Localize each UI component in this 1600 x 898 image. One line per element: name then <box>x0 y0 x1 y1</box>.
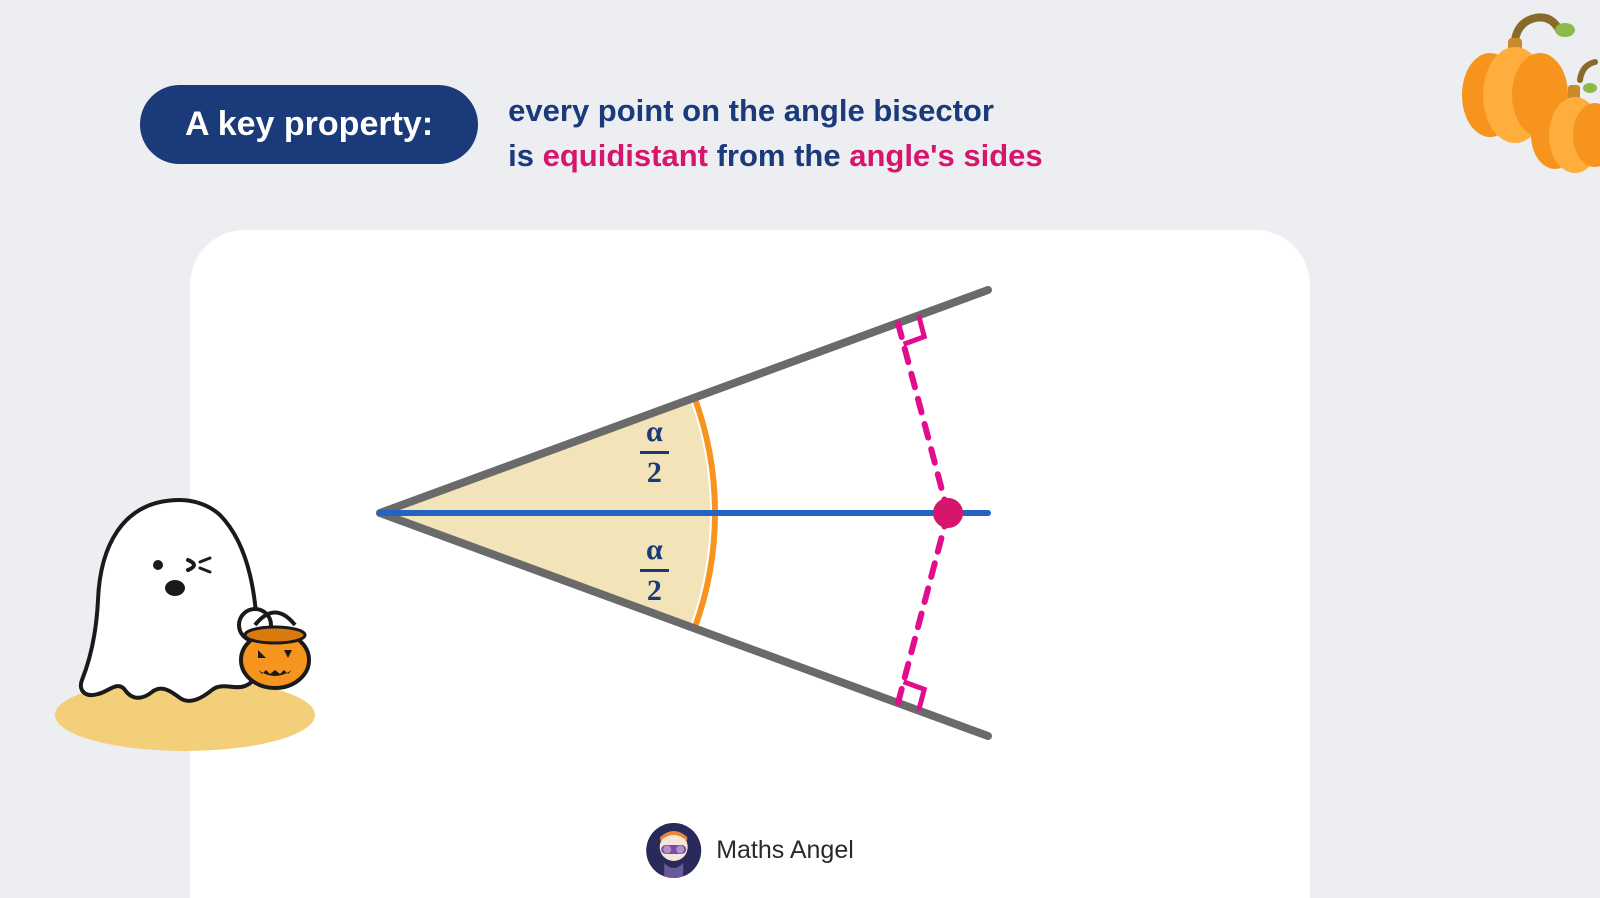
line1: every point on the angle bisector <box>508 93 994 128</box>
line2-mid: from the <box>708 138 849 173</box>
label-upper-num: α <box>640 415 669 454</box>
pumpkin-icon <box>1420 10 1600 180</box>
label-lower-den: 2 <box>640 572 669 608</box>
line2-prefix: is <box>508 138 542 173</box>
brand-row: Maths Angel <box>646 823 854 878</box>
header-row: A key property: every point on the angle… <box>140 85 1043 179</box>
angle-label-lower: α 2 <box>640 533 669 608</box>
diagram-card: α 2 α 2 Maths Angel <box>190 230 1310 898</box>
angle-bisector-diagram <box>190 230 1310 898</box>
angle-label-upper: α 2 <box>640 415 669 490</box>
label-lower-num: α <box>640 533 669 572</box>
property-text: every point on the angle bisector is equ… <box>508 89 1043 179</box>
label-upper-den: 2 <box>640 454 669 490</box>
highlight-equidistant: equidistant <box>543 138 708 173</box>
ghost-icon <box>40 480 340 760</box>
brand-name: Maths Angel <box>716 836 854 865</box>
brand-avatar-icon <box>646 823 701 878</box>
highlight-angle-sides: angle's sides <box>849 138 1042 173</box>
property-pill: A key property: <box>140 85 478 164</box>
